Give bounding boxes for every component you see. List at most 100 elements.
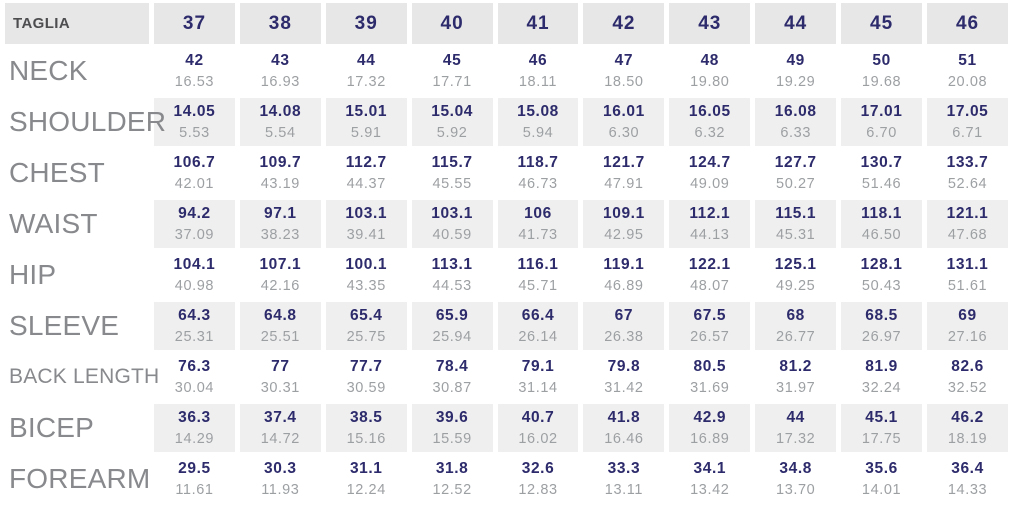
inch-value: 13.11 (604, 481, 643, 498)
inch-value: 5.54 (265, 124, 296, 141)
measurement-cell: 17.05 6.71 (927, 98, 1008, 146)
measurement-cell: 31.8 12.52 (412, 455, 493, 503)
inch-value: 18.50 (604, 73, 644, 90)
inch-value: 15.59 (432, 430, 472, 447)
cm-value: 79.8 (607, 357, 641, 375)
measurement-row: NECK 42 16.53 43 16.93 44 17.32 45 17.71 46 18.11 4… (5, 47, 1008, 95)
measurement-cell: 79.1 31.14 (498, 353, 579, 401)
inch-value: 27.16 (947, 328, 988, 345)
cm-value: 127.7 (774, 153, 817, 171)
measurement-cell: 118.7 46.73 (498, 149, 579, 197)
size-header-cell: 39 (325, 3, 407, 44)
measurement-cell: 79.8 31.42 (583, 353, 664, 401)
inch-value: 13.42 (690, 481, 730, 498)
inch-value: 39.41 (346, 226, 386, 243)
measurement-cell: 47 18.50 (583, 47, 664, 95)
inch-value: 50.43 (861, 277, 902, 294)
measurement-cell: 51 20.08 (927, 47, 1008, 95)
inch-value: 6.30 (608, 124, 640, 141)
inch-value: 5.91 (350, 124, 382, 141)
measurement-cell: 104.1 40.98 (154, 251, 235, 299)
cm-value: 103.1 (345, 204, 388, 222)
inch-value: 26.97 (861, 328, 902, 345)
measurement-cell: 112.7 44.37 (326, 149, 407, 197)
cm-value: 44 (786, 408, 805, 426)
cm-value: 38.5 (349, 408, 383, 426)
cm-value: 122.1 (688, 255, 731, 273)
cm-value: 65.9 (435, 306, 469, 324)
inch-value: 17.32 (776, 430, 816, 447)
inch-value: 19.29 (776, 73, 816, 90)
cm-value: 37.4 (264, 408, 297, 426)
cm-value: 30.3 (264, 459, 297, 477)
size-header-cell: 42 (583, 3, 665, 44)
measurement-cell: 119.1 46.89 (583, 251, 664, 299)
cm-value: 109.1 (603, 204, 645, 222)
inch-value: 42.16 (260, 277, 300, 294)
inch-value: 17.32 (346, 73, 386, 90)
cm-value: 16.01 (603, 102, 645, 120)
measurement-cell: 109.7 43.19 (240, 149, 321, 197)
size-header-cell: 38 (239, 3, 321, 44)
cm-value: 112.7 (345, 153, 387, 171)
cm-value: 45.1 (865, 408, 898, 426)
inch-value: 11.61 (175, 481, 214, 498)
cm-value: 80.5 (693, 357, 727, 375)
inch-value: 45.31 (776, 226, 816, 243)
measurement-cell: 42.9 16.89 (669, 404, 751, 452)
measurement-cell: 34.8 13.70 (755, 455, 836, 503)
cm-value: 67 (614, 306, 634, 324)
cm-value: 16.08 (774, 102, 817, 120)
inch-value: 43.19 (260, 175, 300, 192)
measurement-cell: 16.05 6.32 (669, 98, 751, 146)
measurement-cell: 14.08 5.54 (239, 98, 321, 146)
inch-value: 5.94 (522, 124, 554, 141)
measurement-cell: 16.01 6.30 (583, 98, 665, 146)
cm-value: 43 (271, 51, 290, 69)
inch-value: 49.25 (776, 277, 816, 294)
measurement-cell: 106 41.73 (497, 200, 579, 248)
cm-value: 46.2 (951, 408, 984, 426)
size-header-cell: 40 (411, 3, 493, 44)
cm-value: 121.7 (603, 153, 645, 171)
row-label: BICEP (9, 412, 95, 443)
inch-value: 12.83 (518, 481, 558, 498)
measurement-row: BICEP 36.3 14.29 37.4 14.72 38.5 15.16 39.6 15.5… (5, 404, 1008, 452)
measurement-cell: 30.3 11.93 (240, 455, 321, 503)
inch-value: 52.64 (947, 175, 988, 192)
measurement-row: CHEST 106.7 42.01 109.7 43.19 112.7 44.37 115.7… (5, 149, 1008, 197)
measurement-cell: 65.4 25.75 (325, 302, 407, 350)
cm-value: 17.01 (860, 102, 903, 120)
inch-value: 15.16 (346, 430, 386, 447)
cm-value: 76.3 (178, 357, 211, 375)
measurement-cell: 46 18.11 (498, 47, 579, 95)
cm-value: 39.6 (435, 408, 469, 426)
measurement-cell: 103.1 40.59 (411, 200, 493, 248)
measurement-cell: 31.1 12.24 (326, 455, 407, 503)
inch-value: 6.71 (952, 124, 983, 141)
inch-value: 14.33 (947, 481, 988, 498)
cm-value: 78.4 (435, 357, 469, 375)
inch-value: 46.50 (861, 226, 902, 243)
measurement-cell: 29.5 11.61 (154, 455, 235, 503)
inch-value: 14.01 (861, 481, 902, 498)
cm-value: 112.1 (689, 204, 731, 222)
cm-value: 82.6 (951, 357, 984, 375)
cm-value: 131.1 (946, 255, 989, 273)
cm-value: 47 (614, 51, 634, 69)
inch-value: 51.61 (947, 277, 988, 294)
inch-value: 6.32 (694, 124, 726, 141)
inch-value: 18.11 (518, 73, 558, 90)
cm-value: 40.7 (521, 408, 555, 426)
measurement-cell: 109.1 42.95 (583, 200, 665, 248)
row-label: SHOULDER (9, 106, 167, 137)
inch-value: 25.31 (174, 328, 215, 345)
inch-value: 17.75 (861, 430, 902, 447)
inch-value: 45.71 (518, 277, 558, 294)
measurement-cell: 130.7 51.46 (841, 149, 922, 197)
inch-value: 30.04 (174, 379, 215, 396)
measurement-cell: 33.3 13.11 (583, 455, 664, 503)
measurement-cell: 36.3 14.29 (154, 404, 235, 452)
cm-value: 119.1 (603, 255, 645, 273)
measurement-cell: 81.9 32.24 (841, 353, 922, 401)
